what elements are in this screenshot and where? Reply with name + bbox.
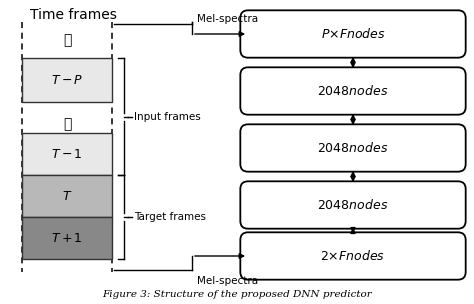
Text: $\mathit{P×F nodes}$: $\mathit{P×F nodes}$ [321, 27, 385, 41]
FancyBboxPatch shape [240, 181, 465, 229]
FancyBboxPatch shape [22, 175, 112, 217]
Text: Mel-spectra: Mel-spectra [197, 276, 258, 286]
Text: $\mathit{2048 nodes}$: $\mathit{2048 nodes}$ [318, 84, 389, 98]
Text: Time frames: Time frames [30, 8, 117, 22]
Text: $T - 1$: $T - 1$ [51, 147, 83, 161]
FancyBboxPatch shape [240, 232, 465, 280]
FancyBboxPatch shape [22, 133, 112, 175]
FancyBboxPatch shape [240, 10, 465, 58]
Text: Mel-spectra: Mel-spectra [197, 14, 258, 24]
Text: ⋮: ⋮ [63, 117, 71, 131]
Text: Input frames: Input frames [134, 112, 201, 122]
Text: $\mathit{2048 nodes}$: $\mathit{2048 nodes}$ [318, 141, 389, 155]
Text: $T$: $T$ [62, 189, 72, 202]
Text: $\mathit{2048 nodes}$: $\mathit{2048 nodes}$ [318, 198, 389, 212]
FancyBboxPatch shape [22, 58, 112, 102]
Text: Figure 3: Structure of the proposed DNN predictor: Figure 3: Structure of the proposed DNN … [102, 290, 372, 299]
FancyBboxPatch shape [240, 67, 465, 115]
Text: $T + 1$: $T + 1$ [51, 232, 83, 244]
Text: $T - P$: $T - P$ [51, 74, 83, 87]
FancyBboxPatch shape [240, 124, 465, 172]
Text: Target frames: Target frames [134, 212, 206, 222]
FancyBboxPatch shape [22, 217, 112, 259]
Text: ⋮: ⋮ [63, 33, 71, 47]
Text: $\mathit{2×F nodes}$: $\mathit{2×F nodes}$ [320, 249, 385, 263]
